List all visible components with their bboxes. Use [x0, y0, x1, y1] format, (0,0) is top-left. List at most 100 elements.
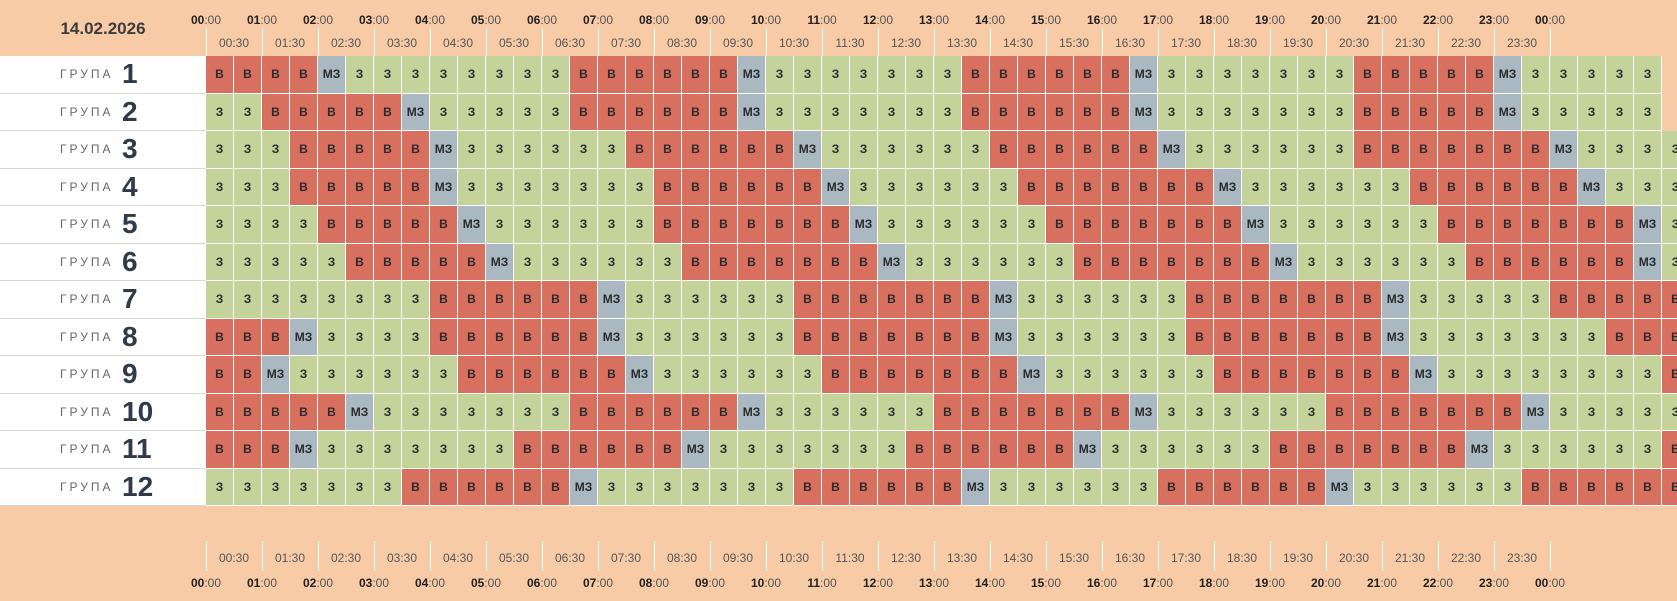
- hour-value: 05: [470, 13, 485, 27]
- minute-suffix: :00: [1100, 13, 1118, 27]
- half-hour-label: 11:30: [835, 551, 865, 565]
- schedule-cell: В: [1102, 56, 1130, 94]
- schedule-cell: З: [962, 168, 990, 206]
- schedule-cell: З: [598, 468, 626, 506]
- schedule-cell: В: [1158, 243, 1186, 281]
- minute-suffix: :00: [1212, 13, 1230, 27]
- schedule-cell: З: [514, 131, 542, 169]
- schedule-cell: В: [1494, 393, 1522, 431]
- schedule-cell: В: [1382, 393, 1410, 431]
- half-hour-label: 22:30: [1450, 36, 1482, 50]
- schedule-cell: З: [374, 393, 402, 431]
- schedule-cell: МЗ: [346, 393, 374, 431]
- schedule-cell: В: [1578, 468, 1606, 506]
- group-number: 7: [122, 283, 138, 315]
- schedule-cell: В: [682, 131, 710, 169]
- schedule-cell: З: [1354, 243, 1382, 281]
- schedule-cell: В: [1102, 131, 1130, 169]
- schedule-cell: В: [1522, 243, 1550, 281]
- schedule-cell: В: [570, 393, 598, 431]
- half-hour-label: 22:30: [1450, 551, 1482, 565]
- group-word: ГРУПА: [60, 217, 114, 232]
- schedule-cell: В: [542, 431, 570, 469]
- group-label: ГРУПА 7: [0, 281, 218, 319]
- schedule-cell: В: [962, 431, 990, 469]
- half-hour-label: 05:30: [498, 551, 530, 565]
- schedule-cell: В: [458, 281, 486, 319]
- schedule-cell: В: [1382, 431, 1410, 469]
- half-hour-label: 12:30: [890, 551, 922, 565]
- schedule-cell: В: [850, 356, 878, 394]
- schedule-cell: В: [710, 168, 738, 206]
- group-word: ГРУПА: [60, 404, 114, 419]
- schedule-cell: МЗ: [598, 318, 626, 356]
- schedule-cell: З: [962, 206, 990, 244]
- hour-value: 03: [358, 13, 373, 27]
- schedule-cell: З: [794, 356, 822, 394]
- schedule-cell: В: [1466, 131, 1494, 169]
- schedule-cell: З: [1242, 431, 1270, 469]
- schedule-cell: З: [1578, 56, 1606, 94]
- group-word: ГРУПА: [60, 292, 114, 307]
- hour-tick: [486, 541, 487, 571]
- schedule-cell: МЗ: [430, 131, 458, 169]
- schedule-cell: З: [1382, 243, 1410, 281]
- hour-value: 11: [807, 576, 820, 590]
- schedule-cell: В: [1410, 56, 1438, 94]
- hour-tick: [990, 541, 991, 571]
- schedule-cell: В: [570, 93, 598, 131]
- schedule-cell: В: [990, 131, 1018, 169]
- half-hour-label: 07:30: [610, 551, 642, 565]
- schedule-cell: В: [710, 56, 738, 94]
- schedule-cell: В: [1550, 168, 1578, 206]
- schedule-cell: З: [1578, 93, 1606, 131]
- schedule-cell: МЗ: [738, 93, 766, 131]
- schedule-cell: В: [878, 318, 906, 356]
- schedule-cell: В: [1410, 168, 1438, 206]
- half-hour-label: 04:30: [442, 551, 474, 565]
- schedule-cell: МЗ: [850, 206, 878, 244]
- schedule-cell: З: [234, 468, 262, 506]
- schedule-cell: З: [542, 131, 570, 169]
- hour-label: 03:00: [354, 10, 394, 30]
- schedule-cell: В: [626, 56, 654, 94]
- schedule-cell: З: [1382, 206, 1410, 244]
- group-number: 10: [122, 395, 154, 427]
- schedule-cell: В: [486, 318, 514, 356]
- schedule-cell: З: [234, 168, 262, 206]
- schedule-cell: В: [1018, 56, 1046, 94]
- hour-tick: [1550, 28, 1551, 58]
- minute-suffix: :00: [1100, 576, 1118, 590]
- group-number: 2: [122, 95, 138, 127]
- minute-suffix: :00: [540, 13, 558, 27]
- schedule-cell: З: [486, 206, 514, 244]
- hour-label: 10:00: [746, 573, 786, 593]
- schedule-cell: З: [1130, 281, 1158, 319]
- hour-value: 04: [414, 13, 429, 27]
- schedule-cell: В: [1046, 168, 1074, 206]
- schedule-cell: З: [318, 243, 346, 281]
- schedule-cell: З: [1326, 243, 1354, 281]
- hour-tick: [1158, 541, 1159, 571]
- schedule-cell: З: [766, 93, 794, 131]
- schedule-cell: З: [570, 131, 598, 169]
- hour-label: 22:00: [1418, 10, 1458, 30]
- schedule-cell: МЗ: [682, 431, 710, 469]
- schedule-cell: З: [906, 393, 934, 431]
- hour-label: 00:00: [186, 10, 226, 30]
- schedule-cell: МЗ: [626, 356, 654, 394]
- schedule-cell: В: [346, 206, 374, 244]
- schedule-cell: З: [486, 431, 514, 469]
- schedule-cell: З: [206, 243, 234, 281]
- minute-suffix: :00: [1212, 576, 1230, 590]
- schedule-cell: В: [850, 468, 878, 506]
- schedule-cell: З: [1410, 243, 1438, 281]
- schedule-cell: МЗ: [1382, 318, 1410, 356]
- schedule-cell: В: [1466, 168, 1494, 206]
- schedule-cell: З: [878, 56, 906, 94]
- schedule-cell: З: [262, 281, 290, 319]
- hour-value: 17: [1142, 13, 1157, 27]
- hour-label: 22:00: [1418, 573, 1458, 593]
- minute-suffix: :00: [1548, 13, 1566, 27]
